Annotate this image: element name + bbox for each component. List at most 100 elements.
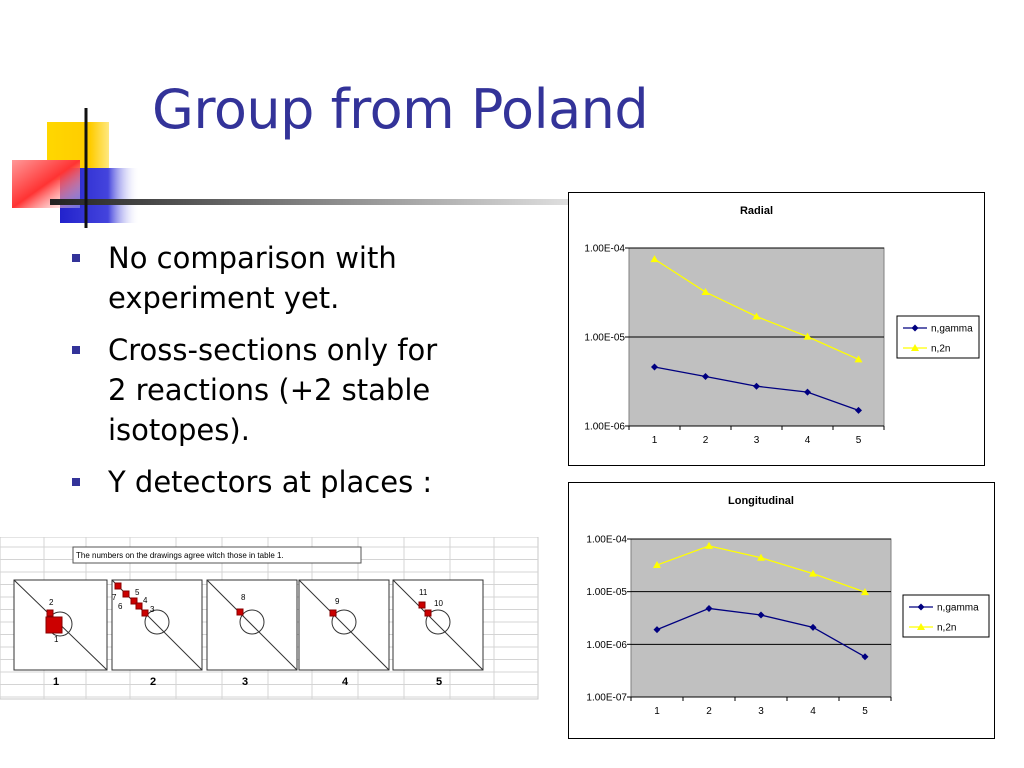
legend-marker-triangle bbox=[911, 344, 919, 351]
x-tick-label: 1 bbox=[652, 435, 658, 446]
legend-label: n,gamma bbox=[931, 324, 973, 335]
legend-label: n,gamma bbox=[937, 603, 979, 614]
bullet-item: Cross-sections only for 2 reactions (+2 … bbox=[70, 330, 470, 450]
detector-number: 9 bbox=[335, 597, 340, 606]
data-point-triangle bbox=[705, 541, 713, 549]
detector-marker bbox=[418, 601, 426, 609]
note-text: The numbers on the drawings agree witch … bbox=[76, 551, 284, 560]
note-box bbox=[72, 546, 362, 564]
detector-number: 8 bbox=[241, 593, 246, 602]
data-point-triangle bbox=[650, 255, 659, 263]
target-circle bbox=[425, 609, 451, 635]
square-bullet-icon bbox=[72, 254, 80, 262]
detector-marker bbox=[114, 582, 122, 590]
detector-number: 5 bbox=[135, 588, 140, 597]
bullet-line: Cross-sections only for bbox=[108, 333, 438, 367]
target-circle bbox=[144, 609, 170, 635]
x-tick-label: 5 bbox=[862, 706, 868, 717]
legend-marker-diamond bbox=[911, 324, 919, 332]
x-tick-label: 4 bbox=[805, 435, 811, 446]
panel-label: 1 bbox=[53, 676, 59, 688]
legend-marker-diamond bbox=[917, 603, 925, 611]
data-point-diamond bbox=[804, 388, 811, 396]
panel-diagonal bbox=[298, 579, 390, 671]
y-tick-label: 1.00E-07 bbox=[586, 693, 627, 704]
detector-number: 2 bbox=[49, 598, 54, 607]
target-circle bbox=[331, 609, 357, 635]
legend-marker-triangle bbox=[917, 623, 925, 630]
x-tick-label: 2 bbox=[703, 435, 709, 446]
data-point-triangle bbox=[653, 561, 661, 569]
detector-number: 11 bbox=[419, 588, 428, 597]
slide-title: Group from Poland bbox=[152, 78, 649, 141]
y-tick-label: 1.00E-06 bbox=[586, 640, 627, 651]
data-point-diamond bbox=[855, 406, 862, 414]
data-point-triangle bbox=[854, 355, 863, 363]
data-point-triangle bbox=[701, 288, 710, 296]
bullet-line: No comparison with bbox=[108, 241, 397, 275]
data-point-triangle bbox=[752, 312, 761, 320]
chart-title: Longitudinal bbox=[728, 495, 794, 507]
x-tick-label: 2 bbox=[706, 706, 712, 717]
detector-marker bbox=[130, 597, 138, 605]
target-circle bbox=[239, 609, 265, 635]
longitudinal-chart: Longitudinal 1.00E-04 1.00E-05 1.00E-06 1.00… bbox=[568, 482, 995, 739]
panel-label: 5 bbox=[436, 676, 442, 688]
detector-marker bbox=[141, 609, 149, 617]
bullet-line: experiment yet. bbox=[108, 281, 340, 315]
detector-number: 10 bbox=[434, 599, 443, 608]
y-tick-label: 1.00E-05 bbox=[584, 333, 625, 344]
bullet-line: 2 reactions (+2 stable bbox=[108, 373, 431, 407]
detector-marker bbox=[236, 608, 244, 616]
detector-marker bbox=[46, 609, 54, 617]
data-point-diamond bbox=[861, 653, 869, 661]
y-tick-label: 1.00E-05 bbox=[586, 587, 627, 598]
bullet-line: Y detectors at places : bbox=[108, 465, 433, 499]
data-point-triangle bbox=[809, 569, 817, 577]
data-point-diamond bbox=[757, 611, 765, 619]
square-bullet-icon bbox=[72, 346, 80, 354]
x-tick-label: 3 bbox=[758, 706, 764, 717]
data-point-diamond bbox=[702, 372, 709, 380]
bullet-list: No comparison with experiment yet. Cross… bbox=[70, 238, 470, 514]
bullet-line: isotopes). bbox=[108, 413, 250, 447]
detector-marker bbox=[329, 609, 337, 617]
panel-diagonal bbox=[206, 579, 298, 671]
detector-marker bbox=[135, 602, 143, 610]
bullet-item: Y detectors at places : bbox=[70, 462, 470, 502]
data-point-diamond bbox=[653, 626, 661, 634]
data-point-diamond bbox=[753, 382, 760, 390]
radial-chart: Radial 1.00E-04 1.00E-05 1.00E-06 1 2 3 4 5 n,gam… bbox=[568, 192, 985, 466]
title-underline bbox=[50, 199, 660, 205]
square-bullet-icon bbox=[72, 478, 80, 486]
bullet-item: No comparison with experiment yet. bbox=[70, 238, 470, 318]
detector-marker bbox=[45, 616, 63, 634]
detector-number: 7 bbox=[112, 593, 117, 602]
detector-layout-sheet: The numbers on the drawings agree witch … bbox=[0, 537, 539, 700]
chart-title: Radial bbox=[740, 205, 773, 217]
detector-number: 6 bbox=[118, 602, 123, 611]
detector-marker bbox=[424, 609, 432, 617]
panel-label: 2 bbox=[150, 676, 156, 688]
legend-label: n,2n bbox=[937, 623, 956, 634]
y-tick-label: 1.00E-04 bbox=[584, 244, 625, 255]
x-tick-label: 1 bbox=[654, 706, 660, 717]
legend-label: n,2n bbox=[931, 344, 950, 355]
radial-chart-svg: Radial 1.00E-04 1.00E-05 1.00E-06 1 2 3 4 5 n,gam… bbox=[584, 205, 980, 446]
detector-number: 4 bbox=[143, 596, 148, 605]
panel-label: 4 bbox=[342, 676, 349, 688]
data-point-triangle bbox=[757, 553, 765, 561]
title-decoration bbox=[12, 108, 660, 228]
x-tick-label: 3 bbox=[754, 435, 760, 446]
detector-marker bbox=[122, 590, 130, 598]
y-tick-label: 1.00E-04 bbox=[586, 535, 627, 546]
detector-number: 3 bbox=[150, 605, 155, 614]
y-tick-label: 1.00E-06 bbox=[584, 422, 625, 433]
legend-box bbox=[896, 315, 980, 359]
x-tick-label: 5 bbox=[856, 435, 862, 446]
data-point-diamond bbox=[809, 623, 817, 631]
panel-diagonal bbox=[392, 579, 484, 671]
panel-label: 3 bbox=[242, 676, 248, 688]
x-tick-label: 4 bbox=[810, 706, 816, 717]
longitudinal-chart-svg: Longitudinal 1.00E-04 1.00E-05 1.00E-06 1.00… bbox=[586, 495, 990, 717]
